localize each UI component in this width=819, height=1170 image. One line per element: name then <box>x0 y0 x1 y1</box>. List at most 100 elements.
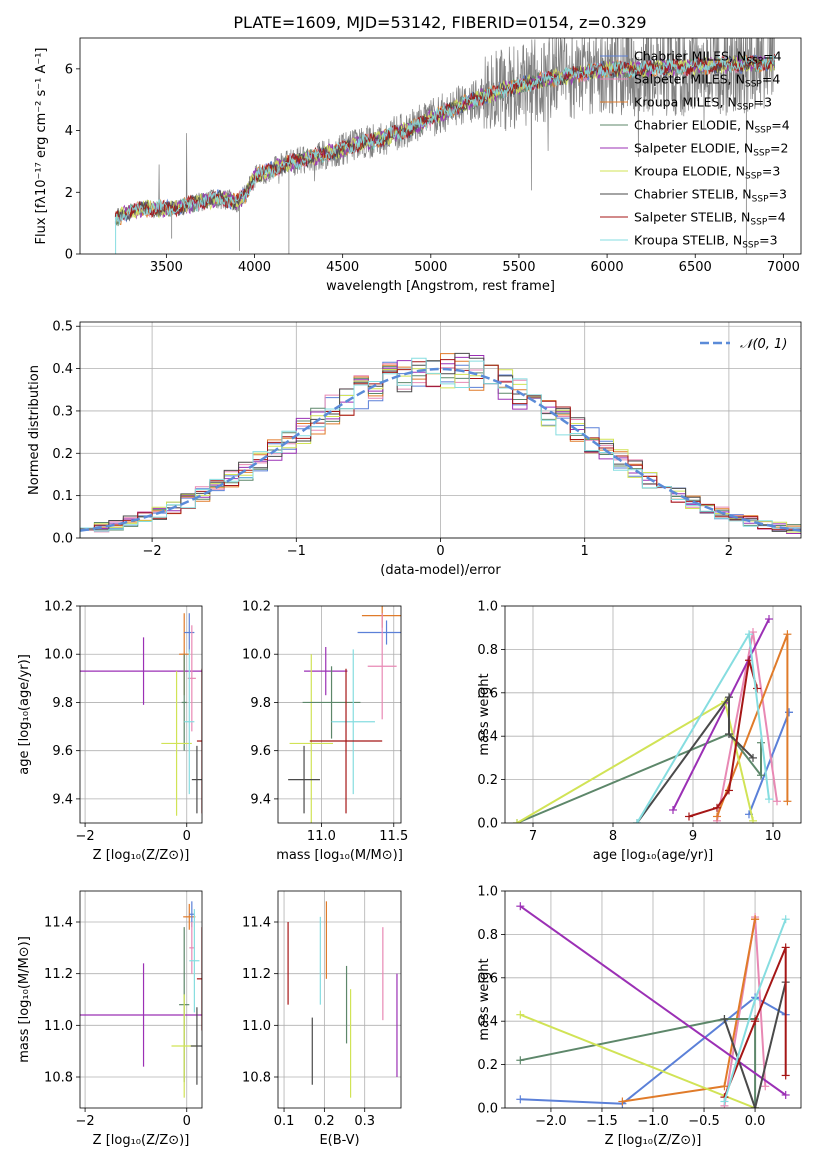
axes: 0.1 0.2 0.3 10.8 11.0 11.2 11.4 E(B-V) <box>242 890 402 1148</box>
spectrum-legend: Chabrier MILES, NSSP=4 Salpeter MILES, NS… <box>600 49 790 251</box>
x-tick-label: −1.5 <box>586 1114 618 1129</box>
y-tick-label: 1.0 <box>477 885 498 900</box>
y-tick-label: 9.6 <box>250 744 271 759</box>
x-tick-label: 0.1 <box>274 1114 295 1129</box>
y-tick-label: 10.0 <box>44 648 73 663</box>
y-tick-label: 9.6 <box>52 744 73 759</box>
axes: −2 −1 0 1 2 0.0 0.1 0.2 0.3 0.4 0.5 (data-model)/er… <box>27 320 802 578</box>
errorbar-point-kroupa-miles <box>183 903 196 930</box>
y-tick-label: 11.4 <box>242 916 271 931</box>
errorbar-point-chabrier-elodie <box>181 654 187 751</box>
x-tick-label: −2 <box>143 544 162 559</box>
y-tick-label: 0.4 <box>52 362 73 377</box>
y-tick-label: 11.0 <box>44 1019 73 1034</box>
x-tick-label: 5000 <box>414 260 447 275</box>
y-axis-label: age [log₁₀(age/yr)] <box>17 654 32 775</box>
x-axis-label: Z [log₁₀(Z/Z⊙)] <box>93 1133 190 1148</box>
plot-area <box>114 38 776 254</box>
x-tick-label: 5500 <box>502 260 535 275</box>
legend-entry: Salpeter ELODIE, NSSP=2 <box>634 141 788 159</box>
y-tick-label: 6 <box>65 62 73 77</box>
y-tick-label: 4 <box>65 124 73 139</box>
x-tick-label: 0.2 <box>314 1114 335 1129</box>
x-axis-label: E(B-V) <box>319 1133 359 1148</box>
series-marker <box>785 708 793 717</box>
chart-mass_weight_vs_Z: −2.0 −1.5 −1.0 −0.5 0.0 0.0 0.2 0.4 0.6 0.8 1.0 Z [… <box>477 885 802 1148</box>
y-tick-label: 0.0 <box>477 817 498 832</box>
x-tick-label: 1 <box>581 544 589 559</box>
series-marker <box>751 1104 760 1108</box>
y-tick-label: 0.8 <box>477 643 498 658</box>
y-tick-label: 0.2 <box>477 1058 498 1073</box>
y-tick-label: 0 <box>65 248 73 263</box>
series-marker <box>669 805 677 814</box>
y-tick-label: 0.0 <box>52 532 73 547</box>
axes-frame <box>79 890 203 1109</box>
x-tick-label: 0.3 <box>354 1114 375 1129</box>
plot-area <box>80 613 202 816</box>
series-marker <box>757 771 765 780</box>
y-axis-label: Flux [fλ10⁻¹⁷ erg cm⁻² s⁻¹ A⁻¹] <box>34 48 49 245</box>
legend-entry: Chabrier STELIB, NSSP=3 <box>634 187 787 205</box>
y-tick-label: 1.0 <box>477 600 498 615</box>
errorbar-point-kroupa-elodie <box>161 671 192 816</box>
errorbar-point-salpeter-miles <box>189 922 195 974</box>
errorbar-point-chabrier-stelib <box>288 745 320 814</box>
figure-title: PLATE=1609, MJD=53142, FIBERID=0154, z=0… <box>233 13 646 32</box>
y-tick-label: 0.4 <box>477 1015 498 1030</box>
plot-area <box>287 901 398 1098</box>
series-marker <box>618 1097 627 1106</box>
series-marker <box>765 795 773 804</box>
x-tick-label: 7 <box>529 829 537 844</box>
axes-frame <box>277 890 402 1109</box>
grid <box>278 891 401 1108</box>
axes: −2.0 −1.5 −1.0 −0.5 0.0 0.0 0.2 0.4 0.6 0.8 1.0 Z [… <box>477 885 802 1148</box>
x-tick-label: 8 <box>609 829 617 844</box>
y-tick-label: 9.4 <box>250 792 271 807</box>
y-tick-label: 11.0 <box>242 1019 271 1034</box>
y-tick-label: 2 <box>65 186 73 201</box>
axes-frame <box>277 605 402 824</box>
legend-entry: Kroupa MILES, NSSP=3 <box>634 95 772 113</box>
axes: 11.0 11.5 9.4 9.6 9.8 10.0 10.2 mass [log₁₀(M/M… <box>242 600 408 864</box>
plot-area <box>516 902 790 1108</box>
errorbar-point-salpeter-elodie <box>80 637 202 705</box>
legend-entry: Kroupa STELIB, NSSP=3 <box>634 233 778 251</box>
errorbar-point-kroupa-stelib <box>184 649 195 795</box>
axes-frame <box>79 605 203 824</box>
histogram-kroupa-stelib <box>80 357 801 538</box>
y-axis-label: mass [log₁₀(M/M⊙)] <box>17 936 32 1063</box>
errorbar-point-chabrier-stelib <box>191 745 202 814</box>
chart-mass_vs_ebv: 0.1 0.2 0.3 10.8 11.0 11.2 11.4 E(B-V) <box>242 890 402 1148</box>
y-tick-label: 10.2 <box>242 600 271 615</box>
series-marker <box>749 816 757 823</box>
x-tick-label: 4000 <box>238 260 271 275</box>
chart-mass_weight_vs_age: 7 8 9 10 0.0 0.2 0.4 0.6 0.8 1.0 age [log₁₀(age/yr… <box>477 600 802 863</box>
errorbar-point-salpeter-stelib <box>196 927 202 1031</box>
series-marker <box>720 1015 729 1024</box>
series-marker <box>713 803 721 812</box>
errorbar-point-kroupa-elodie <box>289 654 333 823</box>
x-tick-label: 4500 <box>326 260 359 275</box>
y-tick-label: 0.1 <box>52 489 73 504</box>
axes: −2 0 9.4 9.6 9.8 10.0 10.2 Z [log₁₀(Z/Z⊙)] age [… <box>17 600 203 863</box>
chart-age_vs_Z: −2 0 9.4 9.6 9.8 10.0 10.2 Z [log₁₀(Z/Z⊙)] age [… <box>17 600 203 863</box>
series-marker <box>516 1095 525 1104</box>
series-line-salpeter-elodie <box>672 618 770 811</box>
chart-age_vs_mass: 11.0 11.5 9.4 9.6 9.8 10.0 10.2 mass [log₁₀(M/M… <box>242 600 408 864</box>
y-tick-label: 0.2 <box>52 447 73 462</box>
x-tick-label: −1.0 <box>637 1114 669 1129</box>
y-tick-label: 10.8 <box>44 1071 73 1086</box>
axes-frame <box>504 890 802 1109</box>
x-tick-label: 11.0 <box>307 829 336 844</box>
series-marker <box>781 1090 790 1099</box>
legend-entry: Chabrier ELODIE, NSSP=4 <box>634 118 790 136</box>
y-tick-label: 0.6 <box>477 686 498 701</box>
axes: −2 0 10.8 11.0 11.2 11.4 Z [log₁₀(Z/Z⊙)] mass [… <box>17 890 203 1148</box>
x-tick-label: 0 <box>436 544 444 559</box>
x-tick-label: 9 <box>689 829 697 844</box>
series-marker <box>781 943 790 952</box>
x-tick-label: 6000 <box>591 260 624 275</box>
residual-legend: 𝒩(0, 1) <box>700 337 787 352</box>
